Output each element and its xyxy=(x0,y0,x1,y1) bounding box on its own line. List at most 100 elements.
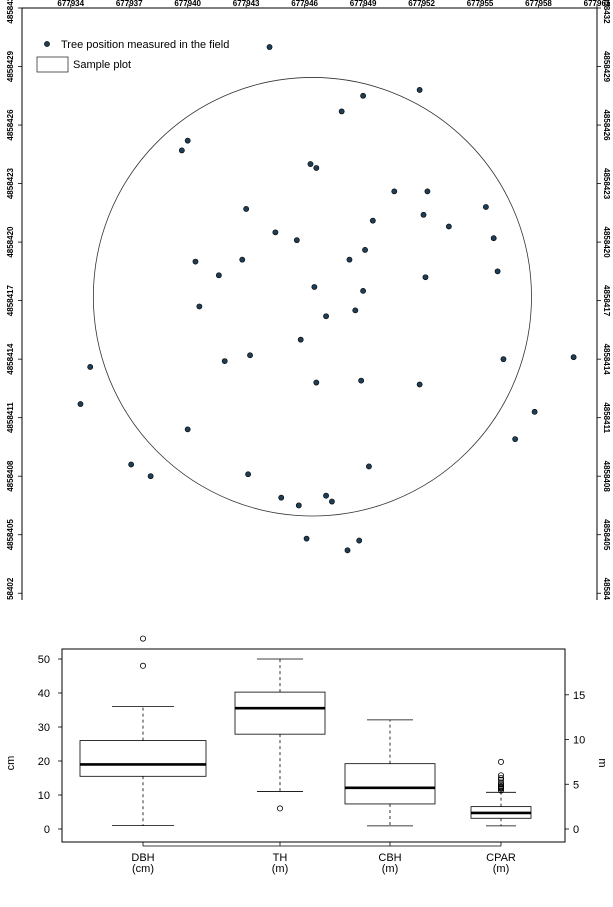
outlier-point xyxy=(139,662,146,669)
y-tick-label: 4858423 xyxy=(602,168,611,200)
legend-point-symbol xyxy=(44,41,50,47)
y-tick-label: 4858423 xyxy=(6,167,15,199)
y-tick-label: 4858429 xyxy=(602,51,611,83)
box-groups xyxy=(79,635,532,827)
x-tick-label: 677952 xyxy=(408,0,435,8)
y-tick-label: 4858414 xyxy=(6,343,15,375)
iqr-box xyxy=(344,763,436,805)
tree-point xyxy=(416,381,423,388)
x-category-label: CPAR xyxy=(486,852,516,864)
tree-point xyxy=(297,336,304,343)
tree-point xyxy=(362,247,368,253)
x-tick-label: 677946 xyxy=(291,0,318,8)
tree-point xyxy=(356,537,363,544)
tree-point xyxy=(416,87,423,93)
tree-point xyxy=(184,137,191,144)
outlier-point xyxy=(497,781,504,788)
x-category-unit: (m) xyxy=(382,863,399,875)
tree-point xyxy=(247,352,253,359)
tree-point xyxy=(346,256,353,263)
tree-point xyxy=(128,461,135,468)
tree-points xyxy=(77,44,577,554)
x-category-unit: (cm) xyxy=(132,863,154,875)
tree-point xyxy=(313,379,320,386)
tree-point xyxy=(360,92,367,99)
box-left-axis: 0 10 20 30 40 50 xyxy=(38,654,63,836)
tree-point xyxy=(360,287,367,294)
tree-point xyxy=(221,358,228,364)
left-tick-label: 40 xyxy=(38,688,50,700)
right-tick-label: 5 xyxy=(573,779,579,791)
y-tick-label: 4858408 xyxy=(602,461,611,493)
tree-point xyxy=(344,547,351,554)
tree-point xyxy=(215,272,222,279)
tree-point xyxy=(295,502,302,509)
tree-point xyxy=(500,356,507,363)
tree-point xyxy=(87,364,94,370)
tree-point xyxy=(192,258,199,265)
tree-point xyxy=(570,354,577,361)
y-tick-label: 4858432 xyxy=(602,0,611,24)
tree-position-map: 677934 677937 677940 677943 677946 677949 6779… xyxy=(6,0,611,600)
left-tick-label: 30 xyxy=(38,722,50,734)
tree-point xyxy=(311,284,318,290)
tree-point xyxy=(391,188,398,195)
y-tick-label: 4858414 xyxy=(602,344,611,376)
left-tick-label: 10 xyxy=(38,790,50,802)
map-y-ticks-left: 4858432 4858429 4858426 4858423 4858420 48584… xyxy=(6,0,22,600)
y-tick-label: 4858417 xyxy=(602,285,611,317)
legend-plot-symbol xyxy=(36,56,69,73)
tree-point xyxy=(303,535,310,542)
outlier-point xyxy=(497,772,504,779)
outlier-point xyxy=(497,758,504,765)
legend-points-label: Tree position measured in the field xyxy=(61,39,229,51)
outlier-point xyxy=(497,775,504,782)
y-tick-label: 4858402 xyxy=(6,577,15,600)
left-tick-label: 0 xyxy=(44,824,50,836)
y-tick-label: 4858405 xyxy=(6,519,15,551)
y-tick-label: 4858420 xyxy=(6,226,15,258)
tree-point xyxy=(420,211,427,218)
tree-point xyxy=(77,401,84,407)
outlier-point xyxy=(497,779,504,786)
x-category-label: DBH xyxy=(131,852,154,864)
tree-point xyxy=(239,256,246,263)
tree-point xyxy=(358,377,365,384)
tree-point xyxy=(278,494,285,501)
tree-point xyxy=(512,436,519,443)
y-tick-label: 4858405 xyxy=(602,519,611,551)
tree-point xyxy=(424,188,431,195)
tree-point xyxy=(313,165,320,171)
box-left-axis-label: cm xyxy=(5,756,17,771)
x-tick-label: 677958 xyxy=(525,0,552,8)
iqr-box xyxy=(234,691,326,735)
tree-point xyxy=(323,313,329,320)
y-tick-label: 4858411 xyxy=(602,402,611,433)
x-category-unit: (m) xyxy=(493,863,510,875)
x-category-unit: (m) xyxy=(272,863,289,875)
tree-point xyxy=(366,463,372,470)
y-tick-label: 4858426 xyxy=(6,109,15,141)
x-tick-label: 677937 xyxy=(116,0,143,8)
outlier-point xyxy=(497,776,504,783)
tree-point xyxy=(490,235,497,242)
tree-point xyxy=(494,268,501,275)
sample-plot-circle xyxy=(92,77,532,517)
box-x-labels: DBH(cm)TH(m)CBH(m)CPAR(m) xyxy=(131,842,516,875)
y-tick-label: 4858420 xyxy=(602,227,611,259)
x-tick-label: 677961 xyxy=(584,0,611,8)
x-category-label: TH xyxy=(273,852,288,864)
tree-point xyxy=(338,108,345,115)
tree-point xyxy=(266,44,273,50)
tree-point xyxy=(445,223,452,230)
y-tick-label: 4858411 xyxy=(6,402,15,433)
tree-point xyxy=(531,408,538,415)
x-tick-label: 677949 xyxy=(350,0,377,8)
tree-point xyxy=(178,147,185,154)
tree-point xyxy=(369,217,376,224)
box-cpar xyxy=(470,758,532,827)
box-right-axis-label: m xyxy=(596,758,608,767)
map-x-ticks-top: 677934 677937 677940 677943 677946 677949 6779… xyxy=(57,0,611,8)
tree-point xyxy=(196,303,203,310)
